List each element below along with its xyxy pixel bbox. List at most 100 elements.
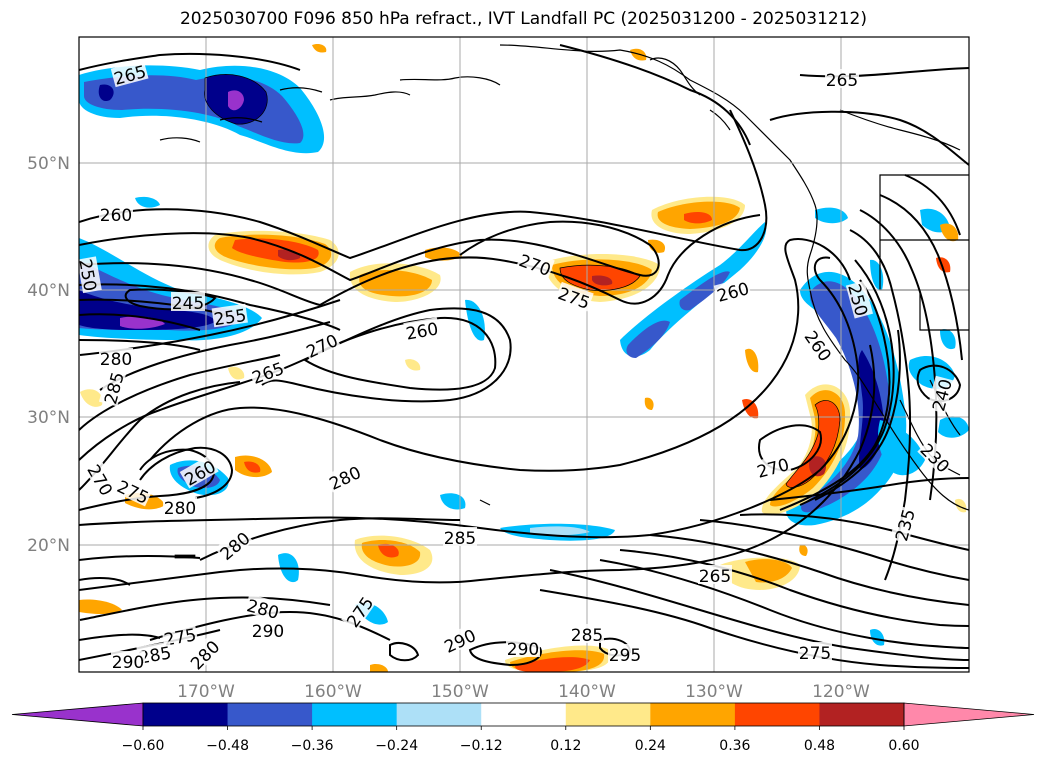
lat-label-40n: 40°N bbox=[27, 281, 70, 301]
contour-label: 285 bbox=[570, 624, 604, 646]
map-frame bbox=[78, 36, 970, 673]
contour-label-text: 265 bbox=[699, 567, 731, 587]
contour-label: 290 bbox=[111, 651, 145, 672]
refractivity-contours bbox=[79, 44, 969, 669]
contour-label-background bbox=[163, 497, 197, 516]
contour-label: 260 bbox=[99, 204, 133, 226]
contour-label-background bbox=[99, 348, 133, 367]
contour-label: 290 bbox=[506, 638, 540, 660]
colorbar-swatch bbox=[143, 703, 229, 726]
contour-label-background bbox=[403, 317, 441, 342]
contour-label-background bbox=[926, 375, 955, 414]
lon-label-150w: 150°W bbox=[431, 682, 489, 702]
contour-label-text: 255 bbox=[213, 306, 248, 330]
contour-label-background bbox=[98, 368, 127, 407]
latitude-labels: 50°N 40°N 30°N 20°N bbox=[27, 154, 70, 556]
contour-label: 260 bbox=[403, 317, 441, 345]
contour-label-background bbox=[698, 565, 732, 584]
contour-label-text: 285 bbox=[444, 529, 476, 549]
colorbar-tick-label: −0.48 bbox=[206, 738, 249, 754]
colorbar-tick-label: −0.60 bbox=[122, 738, 165, 754]
contour-label-background bbox=[439, 623, 479, 656]
lat-label-50n: 50°N bbox=[27, 154, 70, 174]
contour-label: 290 bbox=[251, 620, 285, 642]
colorbar-swatch bbox=[396, 703, 482, 726]
colorbar-swatch bbox=[565, 703, 651, 726]
contour-label: 280 bbox=[99, 348, 133, 370]
colorbar-tick-label: 0.24 bbox=[635, 738, 666, 754]
contour-label-background bbox=[845, 280, 874, 319]
contour-label: 245 bbox=[171, 292, 205, 314]
contour-label-text: 285 bbox=[571, 626, 603, 646]
lon-label-140w: 140°W bbox=[558, 682, 616, 702]
colorbar-swatch bbox=[650, 703, 736, 726]
contour-label-background bbox=[161, 623, 199, 648]
lat-label-20n: 20°N bbox=[27, 536, 70, 556]
contour-label-background bbox=[211, 303, 248, 328]
contour-label-background bbox=[825, 69, 859, 88]
contour-label-text: 280 bbox=[164, 499, 196, 519]
contour-label-background bbox=[570, 624, 604, 643]
contour-label: 295 bbox=[608, 644, 642, 666]
contour-label-background bbox=[248, 356, 287, 387]
contour-label: 285 bbox=[443, 527, 477, 549]
colorbar-tick-label: −0.12 bbox=[460, 738, 503, 754]
colorbar-tick-label: 0.60 bbox=[888, 738, 919, 754]
contour-label-background bbox=[251, 620, 285, 639]
contour-label-background bbox=[114, 474, 154, 507]
contour-label-text: 245 bbox=[172, 294, 204, 314]
colorbar-swatch bbox=[227, 703, 313, 726]
colorbar-lower-extension bbox=[11, 702, 144, 727]
contour-label: 275 bbox=[798, 642, 832, 664]
colorbar-swatch bbox=[734, 703, 820, 726]
contour-label-background bbox=[798, 642, 832, 661]
colorbar-tick-labels: −0.60 −0.48 −0.36 −0.24 −0.12 0.12 0.24 0.36 0.4… bbox=[122, 726, 920, 754]
contour-label: 255 bbox=[211, 303, 248, 330]
contour-label-text: 290 bbox=[252, 622, 284, 642]
colorbar-tick-label: 0.48 bbox=[804, 738, 835, 754]
lon-label-120w: 120°W bbox=[812, 682, 870, 702]
colorbar-swatch bbox=[819, 703, 905, 726]
contour-label-text: 290 bbox=[507, 640, 539, 660]
contour-label-background bbox=[84, 459, 119, 499]
contour-label-background bbox=[917, 438, 955, 476]
contour-label-background bbox=[136, 641, 174, 666]
contour-label-background bbox=[801, 325, 837, 365]
contour-label-background bbox=[244, 593, 283, 622]
contour-label-text: 295 bbox=[609, 646, 641, 666]
contour-label-text: 275 bbox=[799, 644, 831, 664]
shading-outlines bbox=[174, 74, 841, 559]
colorbar-tick-label: −0.36 bbox=[291, 738, 334, 754]
colorbar-swatch bbox=[481, 703, 567, 726]
contour-label-background bbox=[608, 644, 642, 663]
contour-label-background bbox=[301, 328, 341, 361]
contour-label-background bbox=[99, 204, 133, 223]
colorbar-outline bbox=[142, 702, 905, 727]
lat-label-30n: 30°N bbox=[27, 408, 70, 428]
contour-label-background bbox=[889, 505, 918, 544]
colorbar-upper-extension bbox=[903, 702, 1035, 727]
contour-label-background bbox=[555, 281, 594, 312]
contour-label: 265 bbox=[825, 69, 859, 91]
contour-label-background bbox=[753, 452, 792, 481]
colorbar-tick-label: −0.24 bbox=[375, 738, 418, 754]
contour-label-background bbox=[443, 527, 477, 546]
contour-label-background bbox=[506, 638, 540, 657]
contour-label: 280 bbox=[163, 497, 197, 519]
contour-label-text: 280 bbox=[100, 350, 132, 370]
contour-label-background bbox=[324, 460, 364, 493]
contour-label-background bbox=[713, 276, 752, 305]
gridlines bbox=[79, 37, 969, 672]
colorbar-tick-label: 0.12 bbox=[550, 738, 581, 754]
contour-label-text: 265 bbox=[826, 71, 858, 91]
lon-label-160w: 160°W bbox=[304, 682, 362, 702]
contour-label: 265 bbox=[698, 565, 732, 587]
colorbar bbox=[11, 702, 1035, 727]
contour-label-background bbox=[516, 248, 555, 279]
contour-label-background bbox=[110, 59, 149, 88]
contour-label-text: 250 bbox=[74, 257, 99, 292]
contour-label-background bbox=[171, 292, 205, 311]
lon-label-170w: 170°W bbox=[177, 682, 235, 702]
contour-label: 250 bbox=[74, 256, 102, 294]
